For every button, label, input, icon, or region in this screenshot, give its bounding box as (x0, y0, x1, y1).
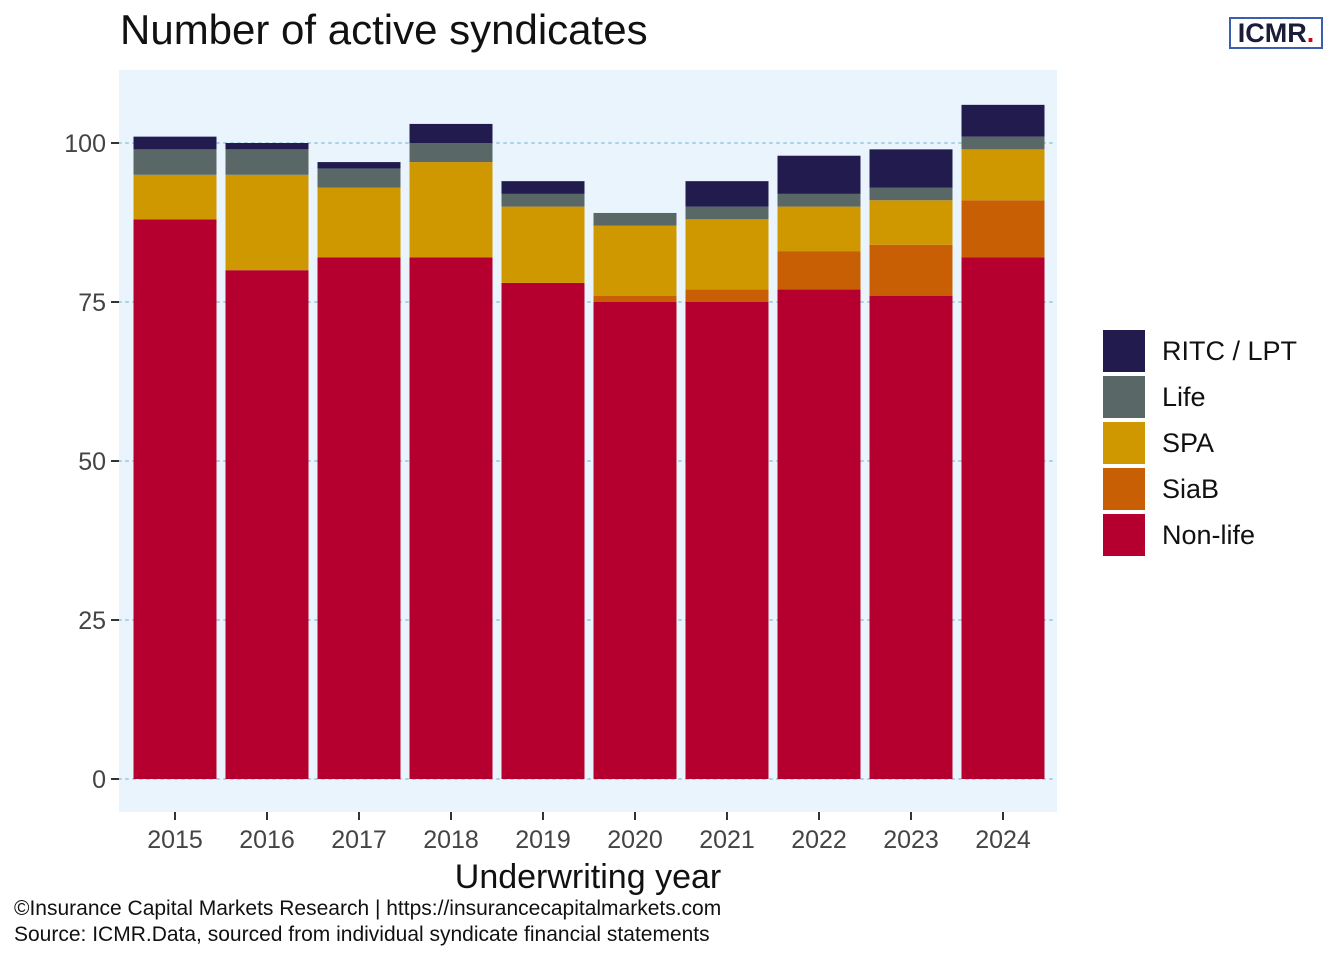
bar-segment (225, 270, 309, 779)
bar-segment (133, 149, 217, 175)
bar-segment (777, 206, 861, 252)
bar-segment (961, 149, 1045, 201)
bar-segment (409, 162, 493, 258)
bar-segment (409, 257, 493, 780)
bar-segment (777, 155, 861, 194)
x-tick-label: 2015 (147, 826, 203, 854)
legend-label: Non-life (1162, 519, 1256, 550)
bar-segment (501, 206, 585, 283)
bar-segment (501, 181, 585, 194)
bar-segment (133, 174, 217, 220)
legend-swatch (1103, 376, 1145, 418)
legend-swatch (1103, 330, 1145, 372)
bar-segment (777, 193, 861, 207)
x-tick-label: 2024 (975, 826, 1031, 854)
bar-segment (685, 302, 769, 779)
x-axis-title: Underwriting year (455, 858, 721, 896)
x-tick-label: 2021 (699, 826, 755, 854)
x-tick-label: 2016 (239, 826, 295, 854)
bar-segment (317, 257, 401, 780)
x-tick-label: 2020 (607, 826, 663, 854)
bar-segment (685, 219, 769, 290)
bar-segment (685, 181, 769, 207)
x-tick-label: 2017 (331, 826, 387, 854)
bar-segment (409, 143, 493, 163)
bar-segment (501, 193, 585, 207)
bar-segment (225, 149, 309, 175)
legend-label: Life (1162, 381, 1206, 412)
bar-segment (317, 187, 401, 258)
icmr-logo: ICMR. (1229, 17, 1323, 49)
y-tick-label: 25 (78, 607, 106, 635)
y-tick-label: 100 (64, 130, 106, 158)
bar-segment (869, 200, 953, 245)
bar-segment (685, 206, 769, 220)
bar-segment (593, 212, 677, 226)
bar-segment (961, 136, 1045, 150)
legend-item: Non-life (1103, 512, 1297, 558)
legend-label: RITC / LPT (1162, 335, 1298, 366)
bar-segment (685, 289, 769, 302)
bar-segment (317, 168, 401, 188)
bar-segment (961, 200, 1045, 258)
y-tick-label: 75 (78, 289, 106, 317)
bar-segment (777, 251, 861, 290)
bar-segment (225, 174, 309, 271)
legend-swatch (1103, 422, 1145, 464)
logo-text: ICMR (1237, 18, 1307, 48)
bar-segment (593, 225, 677, 296)
bar-segment (593, 302, 677, 779)
bar-segment (869, 244, 953, 296)
bar-segment (593, 295, 677, 302)
chart-title: Number of active syndicates (120, 6, 648, 53)
legend-item: SPA (1103, 420, 1297, 466)
bar-segment (501, 282, 585, 779)
legend: RITC / LPT Life SPA SiaB Non-life (1103, 328, 1297, 558)
x-tick-label: 2023 (883, 826, 939, 854)
bar-segment (777, 289, 861, 779)
legend-item: RITC / LPT (1103, 328, 1297, 374)
bar-segment (961, 104, 1045, 137)
logo-dot: . (1306, 18, 1315, 48)
bar-segment (869, 149, 953, 188)
legend-swatch (1103, 514, 1145, 556)
bar-segment (133, 136, 217, 150)
x-tick-label: 2019 (515, 826, 571, 854)
source-footer: Source: ICMR.Data, sourced from individu… (14, 923, 710, 946)
bar-segment (961, 257, 1045, 780)
y-tick-label: 0 (92, 766, 106, 794)
bar-segment (225, 143, 309, 150)
bar-segment (869, 295, 953, 779)
legend-item: Life (1103, 374, 1297, 420)
y-tick-label: 50 (78, 448, 106, 476)
legend-item: SiaB (1103, 466, 1297, 512)
bar-segment (317, 162, 401, 169)
bar-segment (133, 219, 217, 779)
copyright-footer: ©Insurance Capital Markets Research | ht… (14, 897, 722, 920)
legend-label: SPA (1162, 427, 1215, 458)
x-tick-label: 2022 (791, 826, 847, 854)
x-tick-label: 2018 (423, 826, 479, 854)
bar-segment (869, 187, 953, 201)
legend-label: SiaB (1162, 473, 1220, 504)
bar-segment (409, 123, 493, 143)
legend-swatch (1103, 468, 1145, 510)
